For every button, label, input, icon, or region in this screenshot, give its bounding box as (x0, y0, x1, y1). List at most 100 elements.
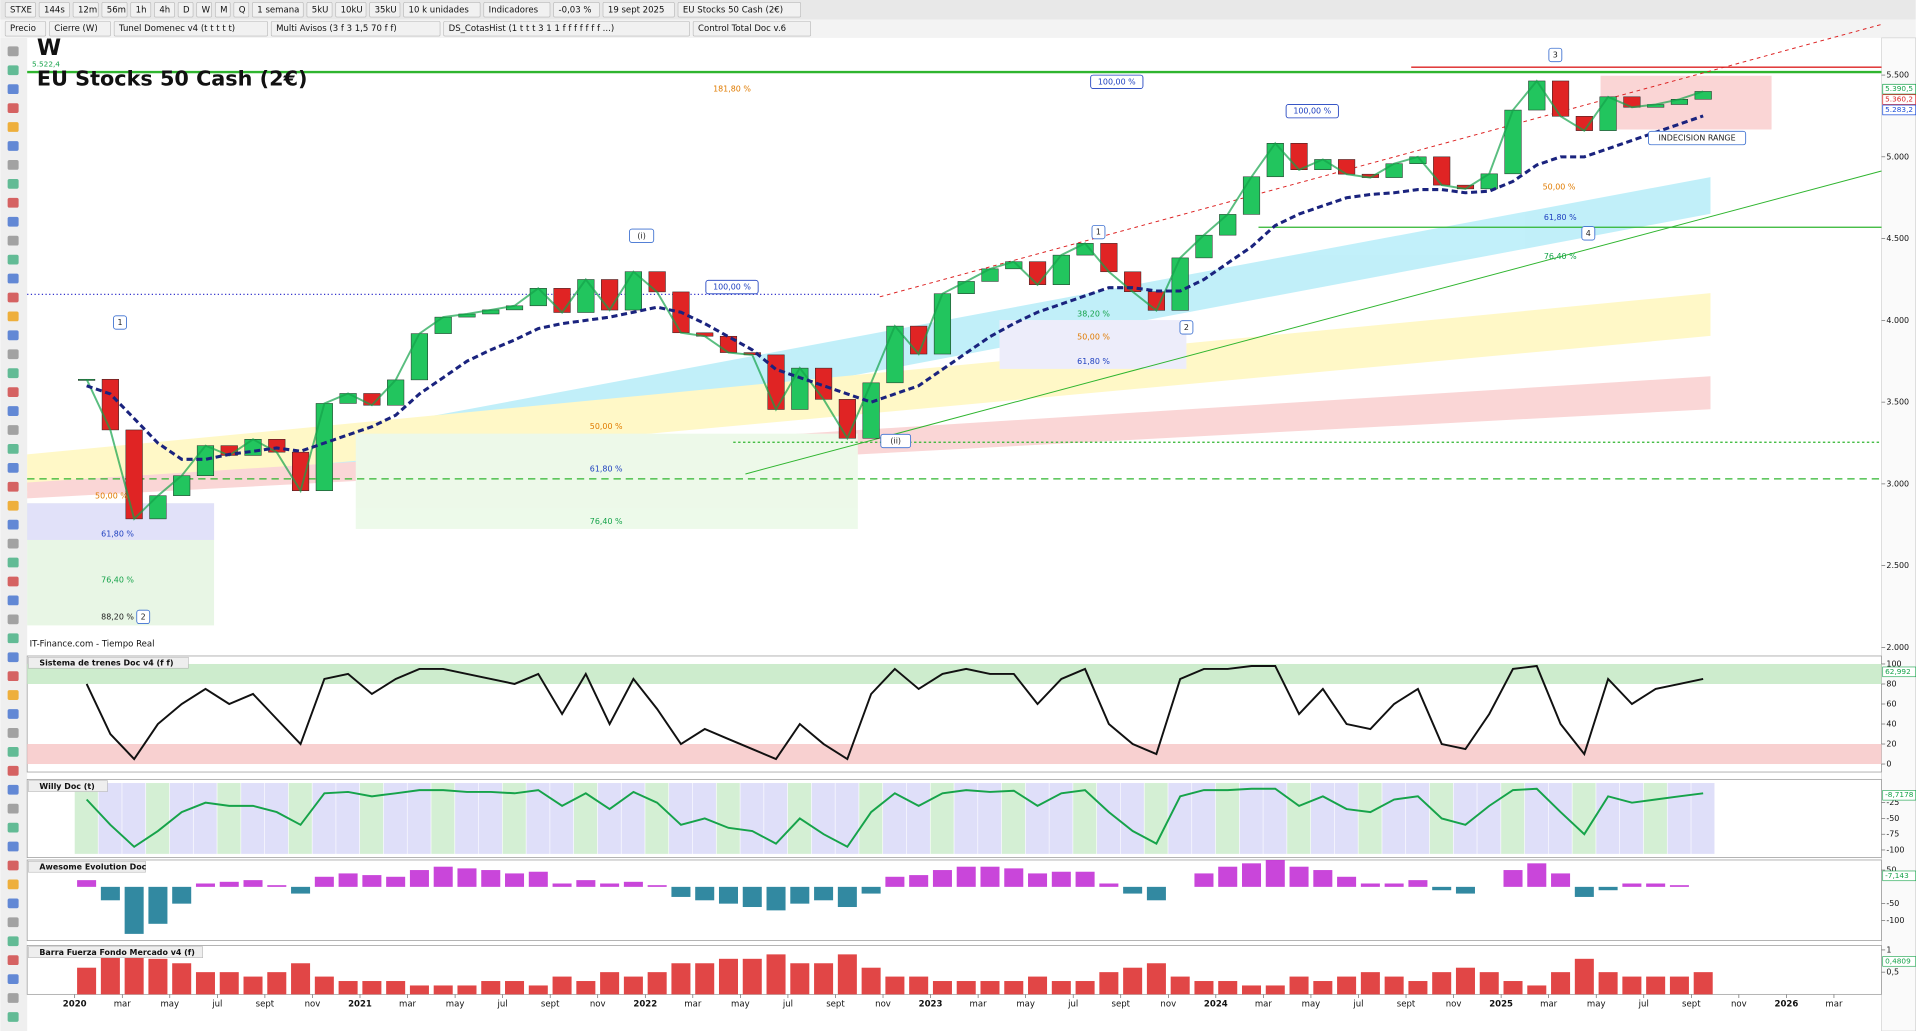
tool-icon[interactable] (7, 46, 19, 57)
tool-icon[interactable] (7, 160, 19, 170)
tool-icon[interactable] (7, 197, 19, 208)
tool-icon[interactable] (7, 728, 19, 738)
tool-icon[interactable] (7, 974, 19, 984)
tool-icon[interactable] (7, 330, 19, 341)
tool-icon[interactable] (7, 311, 19, 322)
toolbar-label[interactable]: 56m (107, 5, 126, 15)
tool-icon[interactable] (7, 709, 19, 719)
tool-icon[interactable] (7, 841, 19, 852)
toolbar-label[interactable]: M (220, 5, 227, 15)
tool-icon[interactable] (7, 898, 19, 909)
toolbar-label[interactable]: 10kU (341, 5, 363, 15)
tool-icon[interactable] (7, 444, 19, 454)
toolbar-label[interactable]: 12m (78, 5, 97, 15)
tool-icon[interactable] (7, 178, 19, 189)
toolbar-button[interactable] (49, 21, 111, 37)
tool-icon[interactable] (7, 425, 19, 435)
toolbar-button[interactable] (677, 2, 801, 18)
toolbar-button[interactable] (130, 2, 152, 18)
tool-icon[interactable] (7, 141, 19, 151)
tool-icon[interactable] (7, 84, 19, 95)
tool-icon[interactable] (7, 822, 19, 833)
tool-icon[interactable] (7, 595, 19, 606)
toolbar-button[interactable] (196, 2, 212, 18)
tool-icon[interactable] (7, 368, 19, 379)
toolbar-label[interactable]: 1 semana (257, 5, 299, 15)
toolbar-label[interactable]: 144s (44, 5, 65, 15)
tool-icon[interactable] (7, 406, 19, 416)
toolbar-label[interactable]: DS_CotasHist (1 t t t 3 1 1 f f f f f f … (449, 24, 615, 34)
toolbar-button[interactable] (113, 21, 268, 37)
toolbar-label[interactable]: 1h (136, 5, 147, 15)
toolbar-button[interactable] (270, 21, 441, 37)
tool-icon[interactable] (7, 917, 19, 928)
toolbar-label[interactable]: 35kU (375, 5, 397, 15)
toolbar-button[interactable] (553, 2, 600, 18)
tool-icon[interactable] (7, 784, 19, 795)
toolbar-button[interactable] (403, 2, 481, 18)
tool-icon[interactable] (7, 273, 19, 284)
tool-icon[interactable] (7, 103, 19, 113)
tool-icon[interactable] (7, 803, 19, 814)
tool-icon[interactable] (7, 519, 19, 530)
tool-icon[interactable] (7, 671, 19, 682)
tool-icon[interactable] (7, 746, 19, 757)
toolbar-label[interactable]: Indicadores (489, 5, 539, 15)
toolbar-label[interactable]: Cierre (W) (54, 24, 97, 34)
toolbar-button[interactable] (443, 21, 690, 37)
tool-icon[interactable] (7, 349, 19, 360)
tool-icon[interactable] (7, 235, 19, 246)
toolbar-button[interactable] (4, 2, 36, 18)
tool-icon[interactable] (7, 387, 19, 398)
tool-icon[interactable] (7, 765, 19, 776)
toolbar-button[interactable] (4, 21, 47, 37)
tool-icon[interactable] (7, 538, 19, 549)
tool-icon[interactable] (7, 936, 19, 947)
toolbar-label[interactable]: Multi Avisos (3 f 3 1,5 70 f f) (276, 24, 397, 34)
tool-icon[interactable] (7, 576, 19, 587)
tool-icon[interactable] (7, 633, 19, 644)
tool-icon[interactable] (7, 500, 19, 511)
tool-icon[interactable] (7, 879, 19, 890)
toolbar-button[interactable] (369, 2, 401, 18)
toolbar-label[interactable]: 19 sept 2025 (608, 5, 665, 15)
toolbar-label[interactable]: Q (239, 5, 246, 15)
tool-icon[interactable] (7, 860, 19, 871)
toolbar-label[interactable]: Precio (10, 24, 36, 34)
tool-icon[interactable] (7, 462, 19, 473)
toolbar-button[interactable] (214, 2, 231, 18)
toolbar-button[interactable] (483, 2, 551, 18)
tool-icon[interactable] (7, 292, 19, 303)
toolbar-button[interactable] (692, 21, 811, 37)
toolbar-button[interactable] (335, 2, 367, 18)
tool-icon[interactable] (7, 993, 19, 1003)
tool-icon[interactable] (7, 216, 19, 227)
tool-icon[interactable] (7, 955, 19, 966)
tool-icon[interactable] (7, 1012, 19, 1022)
toolbar-button[interactable] (602, 2, 675, 18)
tool-icon[interactable] (7, 481, 19, 492)
toolbar-label[interactable]: Control Total Doc v.6 (698, 24, 786, 34)
tool-icon[interactable] (7, 122, 19, 132)
tool-icon[interactable] (7, 614, 19, 625)
toolbar-button[interactable] (38, 2, 70, 18)
toolbar-button[interactable] (72, 2, 99, 18)
tool-icon[interactable] (7, 65, 19, 76)
toolbar-button[interactable] (306, 2, 333, 18)
toolbar-button[interactable] (252, 2, 304, 18)
toolbar-label[interactable]: 5kU (312, 5, 329, 15)
toolbar-label[interactable]: EU Stocks 50 Cash (2€) (683, 5, 783, 15)
toolbar-button[interactable] (101, 2, 128, 18)
tool-icon[interactable] (7, 652, 19, 663)
toolbar-label[interactable]: W (202, 5, 211, 15)
tool-icon[interactable] (7, 690, 19, 700)
tool-icon[interactable] (7, 557, 19, 568)
toolbar-label[interactable]: Tunel Domenec v4 (t t t t t) (118, 24, 235, 34)
toolbar-label[interactable]: 4h (159, 5, 170, 15)
tool-icon[interactable] (7, 254, 19, 265)
toolbar-label[interactable]: 10 k unidades (409, 5, 470, 15)
toolbar-label[interactable]: D (183, 5, 190, 15)
toolbar-button[interactable] (177, 2, 194, 18)
toolbar-label[interactable]: -0,03 % (559, 5, 592, 15)
toolbar-button[interactable] (233, 2, 250, 18)
